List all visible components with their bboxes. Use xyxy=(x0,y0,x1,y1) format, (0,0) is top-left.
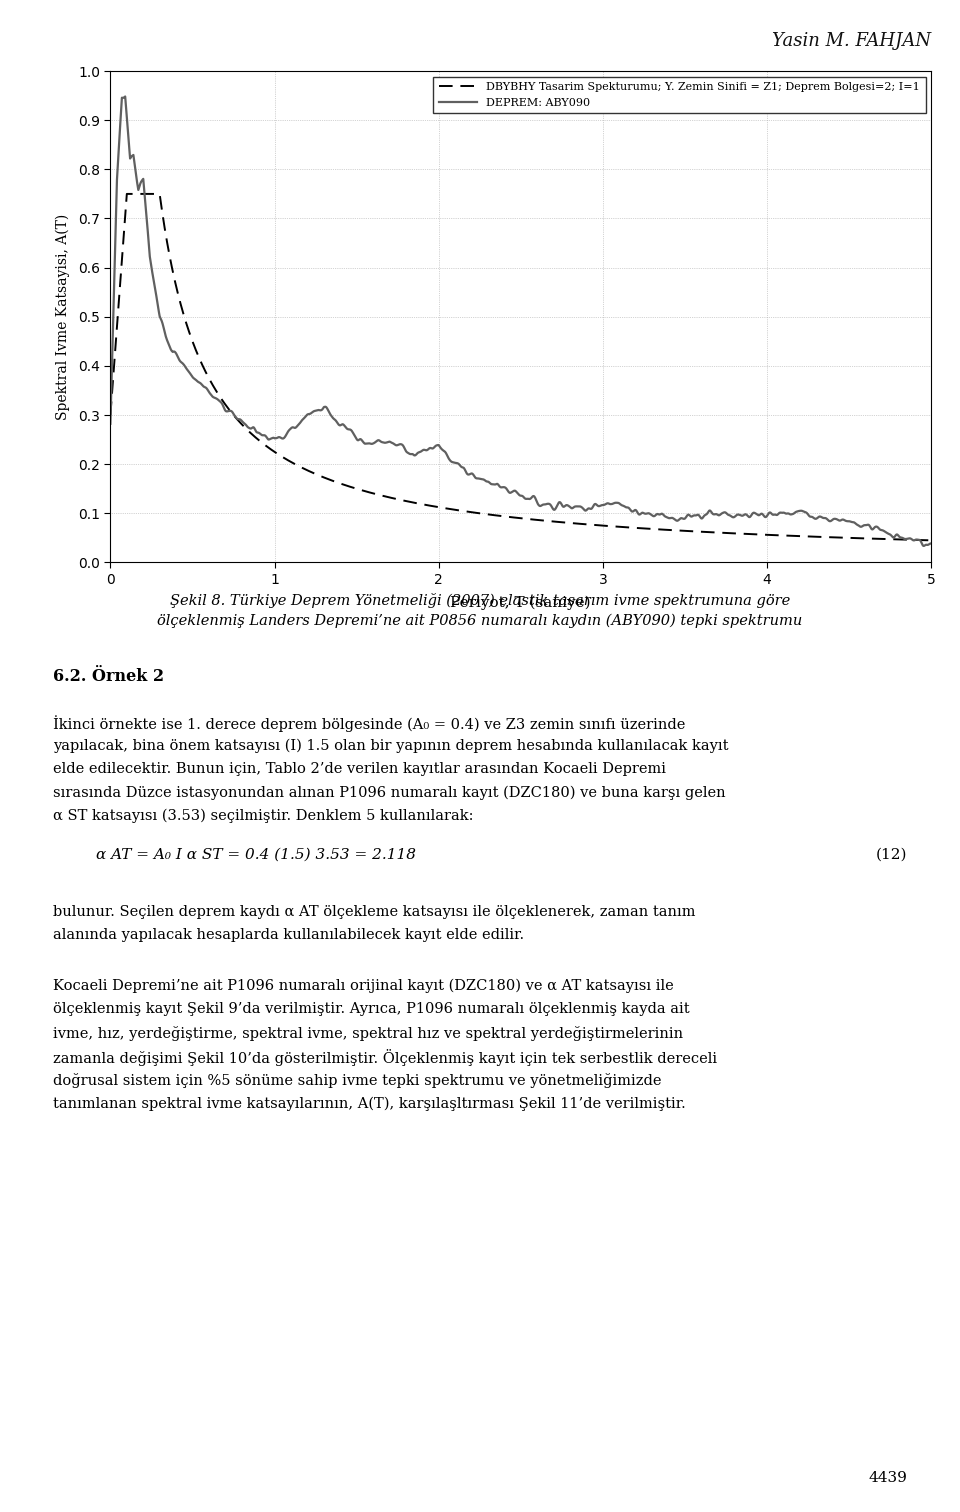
Text: Şekil 8. Türkiye Deprem Yönetmeliği (2007) elastik tasarım ivme spektrumuna göre: Şekil 8. Türkiye Deprem Yönetmeliği (200… xyxy=(170,593,790,608)
Text: alanında yapılacak hesaplarda kullanılabilecek kayıt elde edilir.: alanında yapılacak hesaplarda kullanılab… xyxy=(53,928,524,942)
Text: yapılacak, bina önem katsayısı (I) 1.5 olan bir yapının deprem hesabında kullanı: yapılacak, bina önem katsayısı (I) 1.5 o… xyxy=(53,738,729,753)
Text: ölçeklenmiş Landers Depremi’ne ait P0856 numaralı kaydın (ABY090) tepki spektrum: ölçeklenmiş Landers Depremi’ne ait P0856… xyxy=(157,614,803,629)
Text: sırasında Düzce istasyonundan alınan P1096 numaralı kayıt (DZC180) ve buna karşı: sırasında Düzce istasyonundan alınan P10… xyxy=(53,786,726,800)
Text: (12): (12) xyxy=(876,847,907,862)
Legend: DBYBHY Tasarim Spekturumu; Y. Zemin Sinifi = Z1; Deprem Bolgesi=2; I=1, DEPREM: : DBYBHY Tasarim Spekturumu; Y. Zemin Sini… xyxy=(433,77,925,113)
Text: zamanla değişimi Şekil 10’da gösterilmiştir. Ölçeklenmiş kayıt için tek serbestl: zamanla değişimi Şekil 10’da gösterilmiş… xyxy=(53,1049,717,1066)
Text: elde edilecektir. Bunun için, Tablo 2’de verilen kayıtlar arasından Kocaeli Depr: elde edilecektir. Bunun için, Tablo 2’de… xyxy=(53,762,666,776)
Text: α AT = A₀ I α ST = 0.4 (1.5) 3.53 = 2.118: α AT = A₀ I α ST = 0.4 (1.5) 3.53 = 2.11… xyxy=(96,847,416,862)
Text: Yasin M. FAHJAN: Yasin M. FAHJAN xyxy=(772,32,931,50)
Text: ivme, hız, yerdeğiştirme, spektral ivme, spektral hız ve spektral yerdeğiştirmel: ivme, hız, yerdeğiştirme, spektral ivme,… xyxy=(53,1025,683,1040)
Text: İkinci örnekte ise 1. derece deprem bölgesinde (A₀ = 0.4) ve Z3 zemin sınıfı üze: İkinci örnekte ise 1. derece deprem bölg… xyxy=(53,715,685,732)
Text: ölçeklenmiş kayıt Şekil 9’da verilmiştir. Ayrıca, P1096 numaralı ölçeklenmiş kay: ölçeklenmiş kayıt Şekil 9’da verilmiştir… xyxy=(53,1002,689,1016)
Text: bulunur. Seçilen deprem kaydı α AT ölçekleme katsayısı ile ölçeklenerek, zaman t: bulunur. Seçilen deprem kaydı α AT ölçek… xyxy=(53,904,695,919)
Text: 4439: 4439 xyxy=(869,1471,907,1485)
Text: 6.2. Örnek 2: 6.2. Örnek 2 xyxy=(53,668,164,685)
Text: doğrusal sistem için %5 sönüme sahip ivme tepki spektrumu ve yönetmeliğimizde: doğrusal sistem için %5 sönüme sahip ivm… xyxy=(53,1074,661,1087)
Text: tanımlanan spektral ivme katsayılarının, A(T), karşılaşltırması Şekil 11’de veri: tanımlanan spektral ivme katsayılarının,… xyxy=(53,1096,685,1111)
Text: α ST katsayısı (3.53) seçilmiştir. Denklem 5 kullanılarak:: α ST katsayısı (3.53) seçilmiştir. Denkl… xyxy=(53,809,473,824)
Y-axis label: Spektral Ivme Katsayisi, A(T): Spektral Ivme Katsayisi, A(T) xyxy=(56,213,70,420)
X-axis label: Periyot, T (saniye): Periyot, T (saniye) xyxy=(450,596,591,609)
Text: Kocaeli Depremi’ne ait P1096 numaralı orijinal kayıt (DZC180) ve α AT katsayısı : Kocaeli Depremi’ne ait P1096 numaralı or… xyxy=(53,980,674,993)
